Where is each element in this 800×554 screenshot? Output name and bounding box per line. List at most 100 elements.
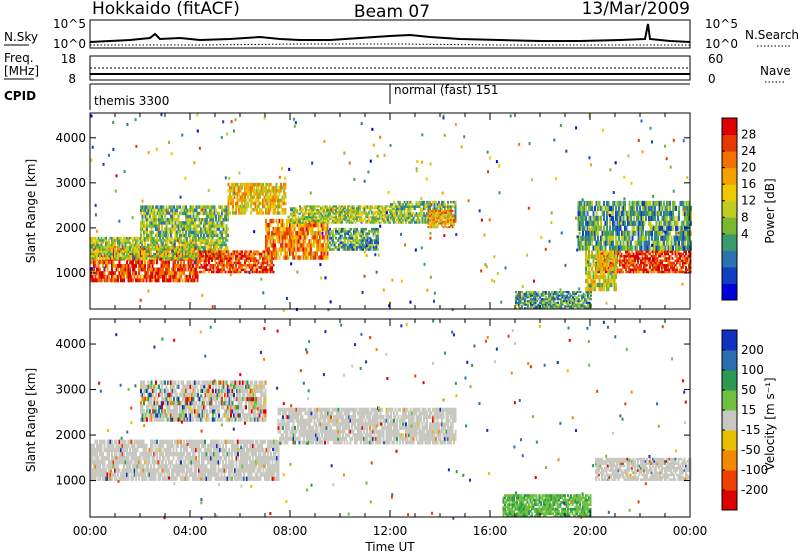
power-cell-3 <box>176 208 178 212</box>
power-cell-7 <box>315 210 318 213</box>
power-cell-3 <box>161 205 163 209</box>
power-cell-2 <box>253 254 255 258</box>
power-cell-1 <box>186 243 188 247</box>
power-cell-9 <box>441 217 443 220</box>
power-cell-11 <box>619 257 621 260</box>
power-cell-1 <box>141 252 143 256</box>
power-cell-7 <box>327 208 330 212</box>
power-cell-6 <box>348 236 351 240</box>
power-cell-12 <box>579 205 581 212</box>
power-cell-12 <box>580 210 583 217</box>
power-cell-10 <box>519 298 522 301</box>
power-cell-11 <box>670 266 672 269</box>
power-cell-0 <box>177 278 179 283</box>
power-cell-11 <box>656 257 659 260</box>
power-cell-3 <box>195 208 198 212</box>
power-cell-0 <box>150 274 152 279</box>
power-cell-6 <box>366 241 369 244</box>
power-cell-3 <box>201 205 204 209</box>
power-cell-2 <box>238 270 240 274</box>
power-cell-5 <box>313 243 315 248</box>
power-cell-4 <box>269 192 272 196</box>
power-cell-1 <box>186 254 188 258</box>
power-cell-3 <box>209 205 211 209</box>
power-cell-7 <box>381 212 384 215</box>
power-cell-4 <box>268 182 270 187</box>
power-cell-4 <box>272 198 275 203</box>
power-cell-0 <box>138 263 140 268</box>
power-cell-7 <box>321 205 324 208</box>
power-cell-1 <box>199 248 202 251</box>
power-cell-10 <box>530 303 532 306</box>
power-cell-11 <box>625 257 627 260</box>
power-cell-0 <box>180 267 182 272</box>
power-cell-3 <box>188 230 190 235</box>
power-cell-4 <box>266 211 269 215</box>
power-cell-9 <box>436 213 439 216</box>
power-cell-3 <box>203 208 205 212</box>
power-cell-10 <box>582 292 585 295</box>
power-cell-6 <box>362 245 364 249</box>
power-cell-0 <box>103 278 106 283</box>
power-cell-11 <box>620 252 623 256</box>
power-cell-1 <box>162 254 164 258</box>
power-cell-12 <box>610 245 613 251</box>
power-cell-2 <box>199 254 201 258</box>
power-cell-6 <box>344 241 346 244</box>
power-cell-4 <box>263 204 266 209</box>
power-cell-7 <box>327 210 330 213</box>
power-cell-12 <box>613 220 616 226</box>
power-cell-5 <box>284 247 287 252</box>
power-cell-11 <box>646 257 648 260</box>
power-cell-4 <box>242 182 245 187</box>
power-cell-10 <box>566 294 568 297</box>
power-cell-0 <box>150 267 152 272</box>
power-cell-0 <box>177 260 179 265</box>
power-cell-1 <box>115 254 118 258</box>
power-cell-11 <box>635 263 638 267</box>
power-cell-8 <box>423 205 425 208</box>
power-cell-1 <box>213 248 215 251</box>
power-cell-11 <box>665 270 668 274</box>
power-cell-12 <box>600 215 602 221</box>
power-cell-4 <box>262 201 264 206</box>
power-cell-11 <box>671 252 674 256</box>
power-cell-7 <box>368 219 370 222</box>
power-cell-7 <box>378 207 381 210</box>
power-cell-7 <box>380 212 382 215</box>
power-cell-10 <box>582 301 585 304</box>
power-cell-3 <box>191 205 193 209</box>
power-cell-7 <box>303 212 306 215</box>
power-cell-1 <box>151 257 154 260</box>
power-cell-1 <box>129 241 131 244</box>
power-cell-7 <box>389 221 391 224</box>
power-cell-10 <box>588 296 591 299</box>
power-cell-1 <box>178 248 181 251</box>
power-cell-4 <box>232 192 234 196</box>
power-cell-0 <box>189 260 191 265</box>
power-cell-2 <box>259 266 261 269</box>
power-cell-0 <box>144 267 146 272</box>
power-cell-1 <box>111 250 113 253</box>
power-cell-11 <box>664 268 666 272</box>
power-cell-10 <box>570 307 573 310</box>
power-cell-0 <box>190 278 193 283</box>
power-cell-3 <box>152 217 154 222</box>
power-cell-4 <box>253 185 255 190</box>
power-cell-1 <box>91 239 94 242</box>
power-cell-1 <box>204 236 206 240</box>
power-cell-7 <box>371 210 373 213</box>
power-cell-2 <box>218 261 221 265</box>
power-cell-4 <box>230 189 233 193</box>
power-cell-8 <box>433 221 436 224</box>
power-cell-3 <box>147 205 150 209</box>
power-cell-3 <box>180 211 183 216</box>
power-cell-11 <box>650 270 653 274</box>
power-cell-1 <box>171 245 173 249</box>
power-cell-1 <box>189 248 191 251</box>
power-cell-10 <box>540 307 543 310</box>
power-cell-2 <box>272 270 275 274</box>
power-cell-1 <box>187 254 190 258</box>
power-cell-0 <box>186 274 188 279</box>
power-cell-2 <box>245 263 248 267</box>
